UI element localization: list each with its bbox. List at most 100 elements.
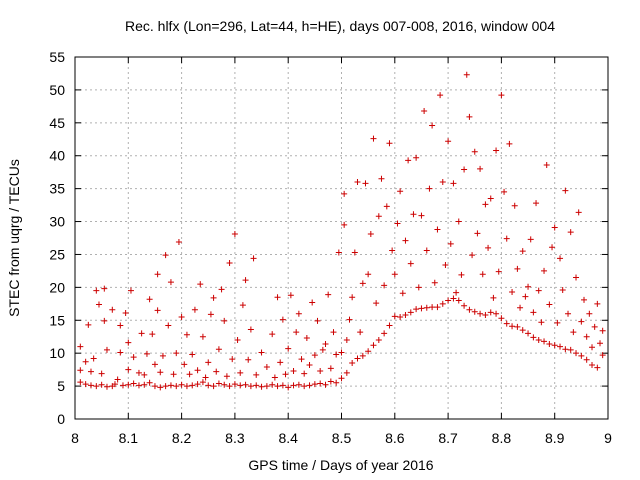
data-point [530, 334, 537, 341]
data-point [306, 382, 313, 389]
data-point [434, 304, 441, 311]
data-point [202, 374, 209, 381]
data-point [463, 71, 470, 78]
data-point [407, 309, 414, 316]
data-point [357, 329, 364, 336]
data-point [290, 382, 297, 389]
data-point [551, 342, 558, 349]
data-point [317, 380, 324, 387]
data-point [573, 350, 580, 357]
data-point [535, 337, 542, 344]
data-point [306, 362, 313, 369]
data-point [399, 290, 406, 297]
data-point [591, 323, 598, 330]
data-point [490, 294, 497, 301]
data-point [159, 352, 166, 359]
y-tick-label: 25 [49, 246, 65, 262]
y-tick-label: 5 [57, 378, 65, 394]
y-tick-label: 20 [49, 279, 65, 295]
data-point [122, 310, 129, 317]
x-tick-label: 8.7 [438, 430, 458, 446]
data-point [551, 224, 558, 231]
data-point [450, 295, 457, 302]
x-tick-label: 8.5 [332, 430, 352, 446]
data-point [146, 296, 153, 303]
data-point [229, 356, 236, 363]
data-point [157, 369, 164, 376]
data-point [85, 321, 92, 328]
data-point [146, 379, 153, 386]
data-point [426, 185, 433, 192]
data-point [237, 382, 244, 389]
data-point [93, 383, 100, 390]
data-point [111, 381, 118, 388]
data-point [530, 309, 537, 316]
data-point [567, 229, 574, 236]
data-point [482, 312, 489, 319]
data-point [143, 350, 150, 357]
data-point [453, 289, 460, 296]
data-point [103, 383, 110, 390]
data-point [218, 286, 225, 293]
data-point [538, 319, 545, 326]
data-point [410, 211, 417, 218]
data-point [450, 180, 457, 187]
data-point [162, 252, 169, 259]
data-point [325, 291, 332, 298]
data-point [495, 268, 502, 275]
data-point [215, 346, 222, 353]
data-point [437, 92, 444, 99]
data-point [242, 381, 249, 388]
data-point [501, 188, 508, 195]
data-point [149, 331, 156, 338]
data-point [98, 381, 105, 388]
data-point [141, 371, 148, 378]
data-point [263, 383, 270, 390]
data-point [543, 161, 550, 168]
data-point [583, 333, 590, 340]
data-point [319, 346, 326, 353]
data-point [327, 365, 334, 372]
data-point [341, 221, 348, 228]
data-point [418, 305, 425, 312]
data-point [458, 271, 465, 278]
data-point [127, 287, 134, 294]
data-point [354, 179, 361, 186]
data-point [135, 382, 142, 389]
data-point [391, 313, 398, 320]
data-point [173, 350, 180, 357]
data-point [511, 202, 518, 209]
data-point [455, 297, 462, 304]
data-point [210, 383, 217, 390]
data-point [397, 188, 404, 195]
data-point [359, 352, 366, 359]
data-point [423, 247, 430, 254]
data-point [82, 381, 89, 388]
data-point [394, 220, 401, 227]
data-point [351, 249, 358, 256]
axis-ticks: 8 8.1 8.2 8.3 8.4 8.5 8.6 8.7 8.8 8.9 9 0 5 10 15 20 25 3… [49, 49, 612, 446]
data-point [365, 348, 372, 355]
data-point [247, 383, 254, 390]
data-point [391, 271, 398, 278]
data-point [562, 346, 569, 353]
data-point [519, 327, 526, 334]
data-point [343, 337, 350, 344]
data-point [165, 322, 172, 329]
x-tick-label: 8.6 [385, 430, 405, 446]
data-point [578, 352, 585, 359]
y-tick-label: 0 [57, 411, 65, 427]
data-point [575, 209, 582, 216]
data-point [541, 338, 548, 345]
data-point [151, 361, 158, 368]
data-point [354, 355, 361, 362]
data-point [554, 319, 561, 326]
data-point [125, 381, 132, 388]
data-point [370, 342, 377, 349]
data-point [199, 333, 206, 340]
data-point [109, 306, 116, 313]
data-point [434, 226, 441, 233]
data-point [181, 361, 188, 368]
data-point [90, 355, 97, 362]
data-point [346, 316, 353, 323]
